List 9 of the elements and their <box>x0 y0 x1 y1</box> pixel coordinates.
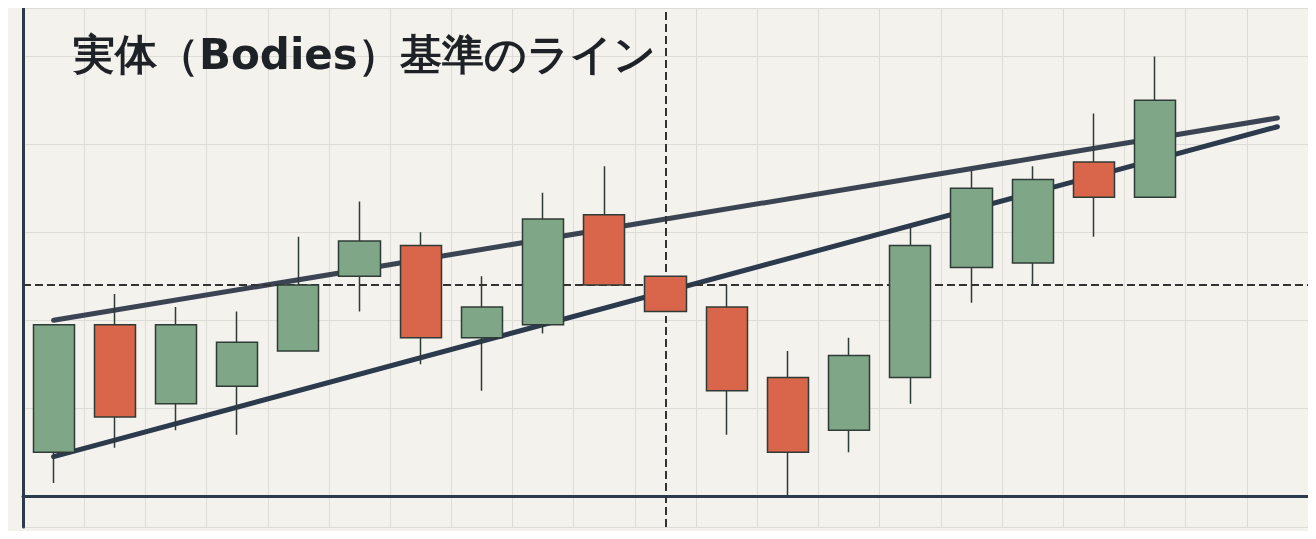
candlestick <box>766 350 810 497</box>
candlestick <box>827 337 871 453</box>
candlestick <box>154 306 198 431</box>
candlestick <box>93 293 137 449</box>
candlestick <box>1133 55 1177 198</box>
candlestick <box>1072 112 1116 238</box>
chart-title: 実体（Bodies）基準のライン <box>72 29 656 79</box>
candlestick <box>215 310 259 436</box>
candlestick <box>32 323 76 484</box>
